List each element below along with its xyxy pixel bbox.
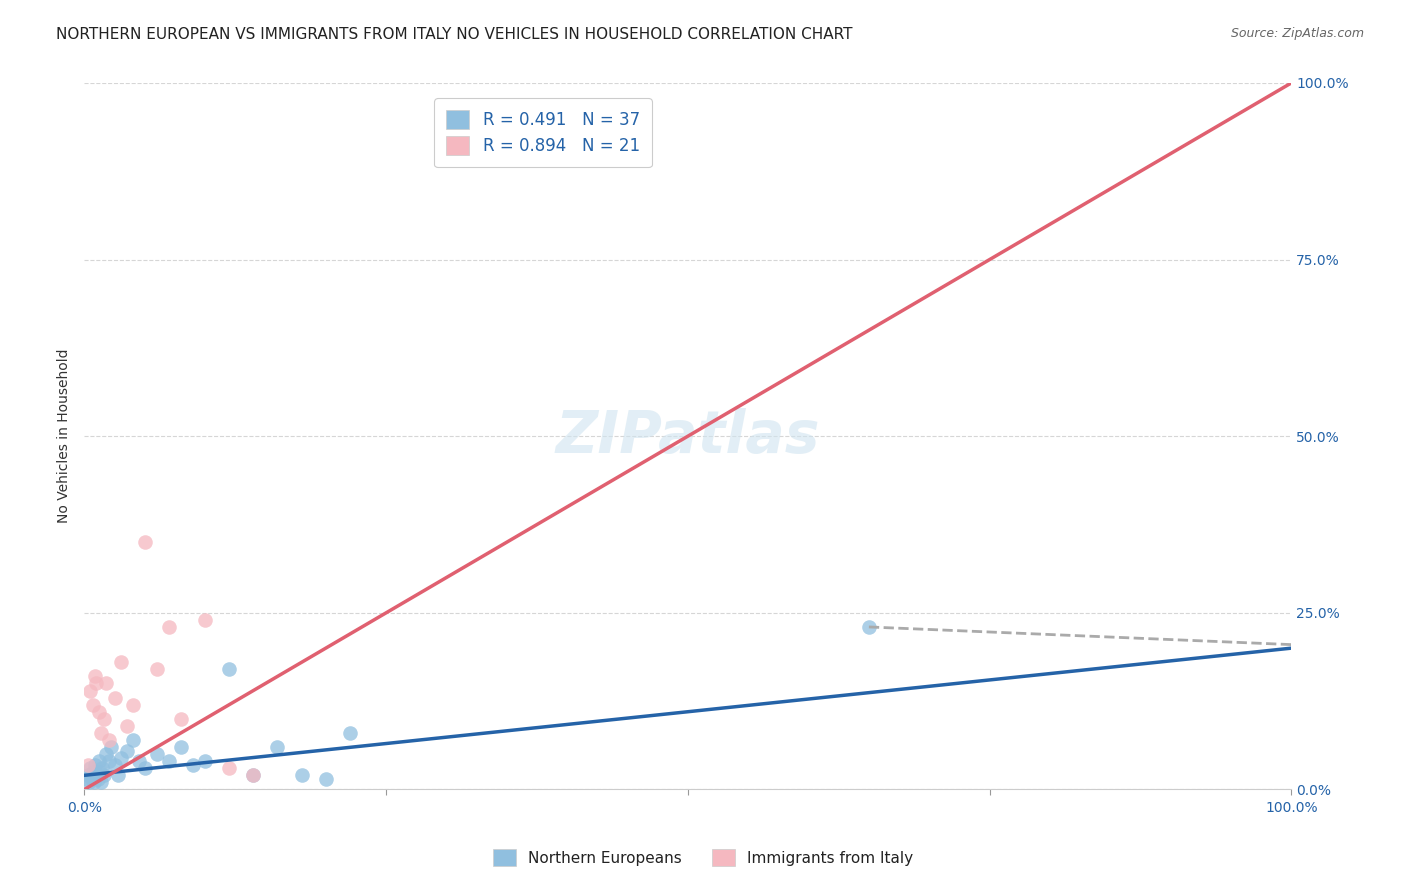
- Point: [77, 768, 100, 782]
- Point: [121, 733, 143, 747]
- Point: [110, 750, 132, 764]
- Point: [146, 662, 169, 676]
- Text: Source: ZipAtlas.com: Source: ZipAtlas.com: [1230, 27, 1364, 40]
- Legend: R = 0.491   N = 37, R = 0.894   N = 21: R = 0.491 N = 37, R = 0.894 N = 21: [434, 98, 651, 167]
- Point: [77, 757, 100, 772]
- Point: [79, 761, 101, 775]
- Point: [115, 743, 138, 757]
- Point: [134, 535, 156, 549]
- Point: [858, 620, 880, 634]
- Point: [107, 768, 129, 782]
- Point: [84, 757, 107, 772]
- Point: [79, 683, 101, 698]
- Y-axis label: No Vehicles in Household: No Vehicles in Household: [58, 349, 72, 524]
- Point: [82, 764, 104, 779]
- Point: [100, 740, 122, 755]
- Point: [134, 761, 156, 775]
- Point: [84, 669, 107, 683]
- Point: [157, 620, 180, 634]
- Point: [266, 740, 288, 755]
- Point: [93, 768, 115, 782]
- Point: [242, 768, 264, 782]
- Point: [103, 690, 125, 705]
- Point: [103, 757, 125, 772]
- Point: [128, 754, 150, 768]
- Point: [218, 761, 240, 775]
- Point: [91, 761, 114, 775]
- Point: [339, 726, 361, 740]
- Point: [157, 754, 180, 768]
- Point: [181, 757, 204, 772]
- Point: [93, 712, 115, 726]
- Point: [146, 747, 169, 761]
- Point: [315, 772, 337, 786]
- Point: [218, 662, 240, 676]
- Point: [242, 768, 264, 782]
- Point: [87, 754, 110, 768]
- Point: [86, 676, 108, 690]
- Point: [94, 747, 117, 761]
- Point: [90, 775, 112, 789]
- Point: [90, 726, 112, 740]
- Point: [82, 698, 104, 712]
- Point: [194, 613, 217, 627]
- Text: ZIPatlas: ZIPatlas: [555, 408, 820, 465]
- Point: [89, 764, 111, 779]
- Point: [94, 676, 117, 690]
- Point: [97, 754, 120, 768]
- Point: [86, 772, 108, 786]
- Point: [170, 740, 193, 755]
- Point: [110, 655, 132, 669]
- Text: NORTHERN EUROPEAN VS IMMIGRANTS FROM ITALY NO VEHICLES IN HOUSEHOLD CORRELATION : NORTHERN EUROPEAN VS IMMIGRANTS FROM ITA…: [56, 27, 853, 42]
- Point: [83, 775, 105, 789]
- Point: [97, 733, 120, 747]
- Point: [86, 768, 108, 782]
- Point: [80, 772, 103, 786]
- Point: [121, 698, 143, 712]
- Point: [87, 705, 110, 719]
- Legend: Northern Europeans, Immigrants from Italy: Northern Europeans, Immigrants from Ital…: [484, 839, 922, 875]
- Point: [291, 768, 314, 782]
- Point: [77, 775, 100, 789]
- Point: [194, 754, 217, 768]
- Point: [115, 719, 138, 733]
- Point: [76, 772, 98, 786]
- Point: [170, 712, 193, 726]
